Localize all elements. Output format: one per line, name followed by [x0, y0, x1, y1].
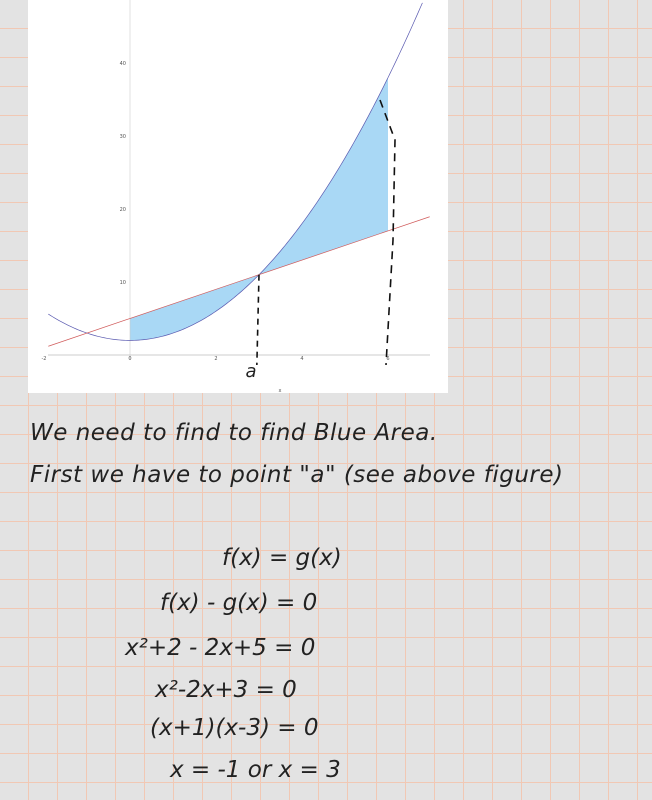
y-tick-label: 10 — [120, 280, 126, 286]
equation: f(x) = g(x) — [222, 545, 342, 571]
y-tick-label: 40 — [120, 61, 126, 67]
y-tick-label: 20 — [120, 207, 126, 213]
equation: (x+1)(x-3) = 0 — [150, 715, 319, 741]
text-line: First we have to point "a" (see above fi… — [30, 462, 564, 488]
x-tick-label: 6 — [386, 356, 389, 362]
point-label: a — [245, 361, 256, 382]
dash — [256, 274, 260, 366]
figure: -2 0 2 4 6 10 20 30 40 x a — [28, 0, 448, 393]
equation: x²+2 - 2x+5 = 0 — [125, 635, 316, 661]
x-tick-label: 2 — [214, 356, 217, 362]
blue-area — [130, 77, 388, 341]
x-tick-label: 4 — [300, 356, 303, 362]
y-tick-label: 30 — [120, 134, 126, 140]
x-axis-label: x — [279, 388, 282, 393]
x-tick-label: -2 — [42, 356, 47, 362]
dash — [379, 99, 396, 366]
equation: x²-2x+3 = 0 — [155, 677, 297, 703]
x-tick-label: 0 — [128, 356, 131, 362]
parabola — [48, 2, 423, 341]
text-line: We need to find to find Blue Area. — [30, 420, 438, 446]
line-g — [48, 216, 430, 347]
equation: f(x) - g(x) = 0 — [160, 590, 318, 616]
equation: x = -1 or x = 3 — [170, 757, 341, 783]
